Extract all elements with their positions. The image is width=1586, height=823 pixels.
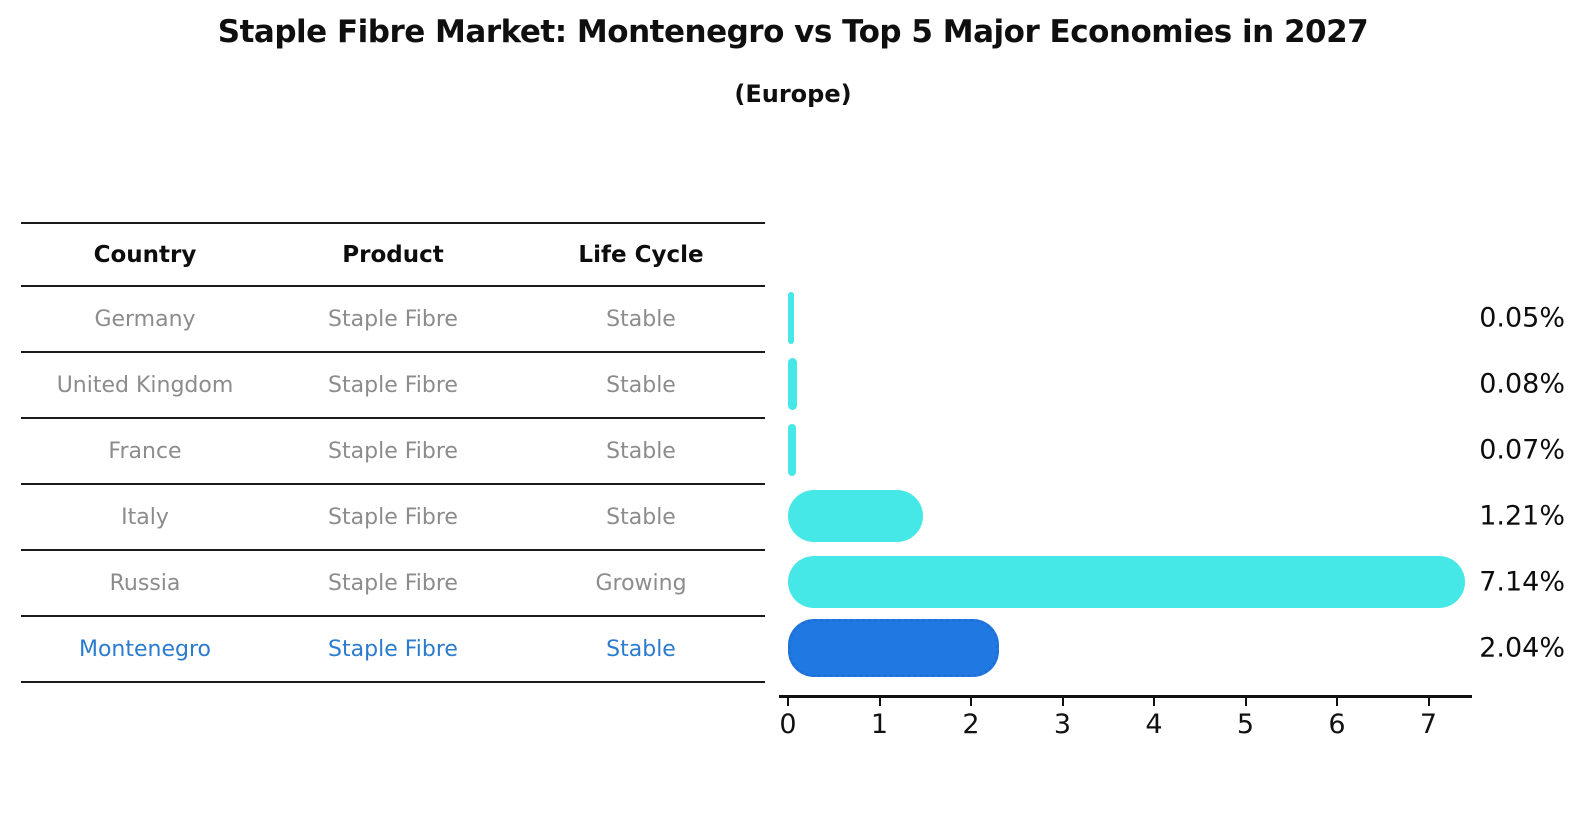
bar-row-united-kingdom: 0.08% [788, 351, 1565, 417]
tick-mark [1336, 697, 1338, 706]
life-cycle-cell: Growing [595, 570, 687, 596]
life-cycle-cell: Stable [606, 636, 676, 662]
tick-mark [1061, 697, 1064, 706]
bar-chart: 0.05% 0.08% 0.07% 1.21% 7.14% 2.04% 0 [779, 285, 1565, 740]
life-cycle-cell: Stable [606, 372, 676, 398]
x-tick-label: 1 [870, 709, 889, 740]
table-row-united-kingdom: United Kingdom Staple Fibre Stable [21, 353, 765, 419]
bar-russia [788, 556, 1466, 608]
life-cycle-cell: Stable [606, 306, 676, 332]
life-cycle-cell: Stable [606, 438, 676, 464]
product-cell: Staple Fibre [328, 504, 458, 530]
country-cell: United Kingdom [56, 372, 234, 398]
country-cell: France [108, 438, 182, 464]
column-header-life-cycle: Life Cycle [578, 241, 704, 268]
country-cell: Italy [121, 504, 169, 530]
bar-italy [788, 490, 923, 542]
x-tick-label: 7 [1419, 709, 1438, 740]
product-cell: Staple Fibre [328, 570, 458, 596]
x-tick-label: 0 [779, 709, 797, 740]
table-row-italy: Italy Staple Fibre Stable [21, 485, 765, 551]
column-header-country: Country [93, 241, 197, 268]
product-cell: Staple Fibre [328, 306, 458, 332]
chart-title: Staple Fibre Market: Montenegro vs Top 5… [217, 14, 1369, 50]
bar-france [788, 424, 797, 476]
product-cell: Staple Fibre [328, 438, 458, 464]
bar-row-italy: 1.21% [788, 483, 1565, 549]
value-label-united-kingdom: 0.08% [1479, 368, 1565, 400]
product-cell: Staple Fibre [328, 636, 458, 662]
table-row-france: France Staple Fibre Stable [21, 419, 765, 485]
life-cycle-cell: Stable [606, 504, 676, 530]
x-tick-label: 6 [1328, 709, 1346, 740]
table-row-germany: Germany Staple Fibre Stable [21, 287, 765, 353]
bar-row-france: 0.07% [788, 417, 1565, 483]
value-label-montenegro: 2.04% [1479, 632, 1565, 664]
bar-germany [788, 292, 794, 344]
value-label-germany: 0.05% [1479, 302, 1565, 334]
country-cell: Germany [94, 306, 196, 332]
bar-united-kingdom [788, 358, 798, 410]
x-tick-label: 2 [962, 709, 980, 740]
x-tick-label: 5 [1236, 709, 1255, 740]
tick-mark [787, 697, 789, 706]
table-header-row: Country Product Life Cycle [21, 222, 765, 287]
country-cell: Russia [109, 570, 181, 596]
value-label-france: 0.07% [1479, 434, 1565, 466]
table-row-montenegro: Montenegro Staple Fibre Stable [21, 617, 765, 683]
table-row-russia: Russia Staple Fibre Growing [21, 551, 765, 617]
x-tick-label: 4 [1145, 709, 1163, 740]
tick-mark [1153, 697, 1155, 706]
bar-montenegro [788, 619, 999, 677]
country-table: Country Product Life Cycle Germany Stapl… [21, 222, 765, 683]
bar-row-germany: 0.05% [788, 285, 1565, 351]
value-label-italy: 1.21% [1479, 500, 1565, 532]
value-label-russia: 7.14% [1479, 566, 1565, 598]
bar-row-montenegro: 2.04% [788, 615, 1565, 681]
x-axis-line [779, 695, 1472, 698]
chart-subtitle: (Europe) [734, 80, 852, 108]
tick-mark [878, 697, 881, 706]
x-tick-label: 3 [1053, 709, 1072, 740]
tick-mark [970, 697, 972, 706]
tick-mark [1427, 697, 1430, 706]
country-cell: Montenegro [78, 636, 211, 662]
bar-row-russia: 7.14% [788, 549, 1565, 615]
tick-mark [1244, 697, 1247, 706]
column-header-product: Product [342, 241, 444, 268]
product-cell: Staple Fibre [328, 372, 458, 398]
